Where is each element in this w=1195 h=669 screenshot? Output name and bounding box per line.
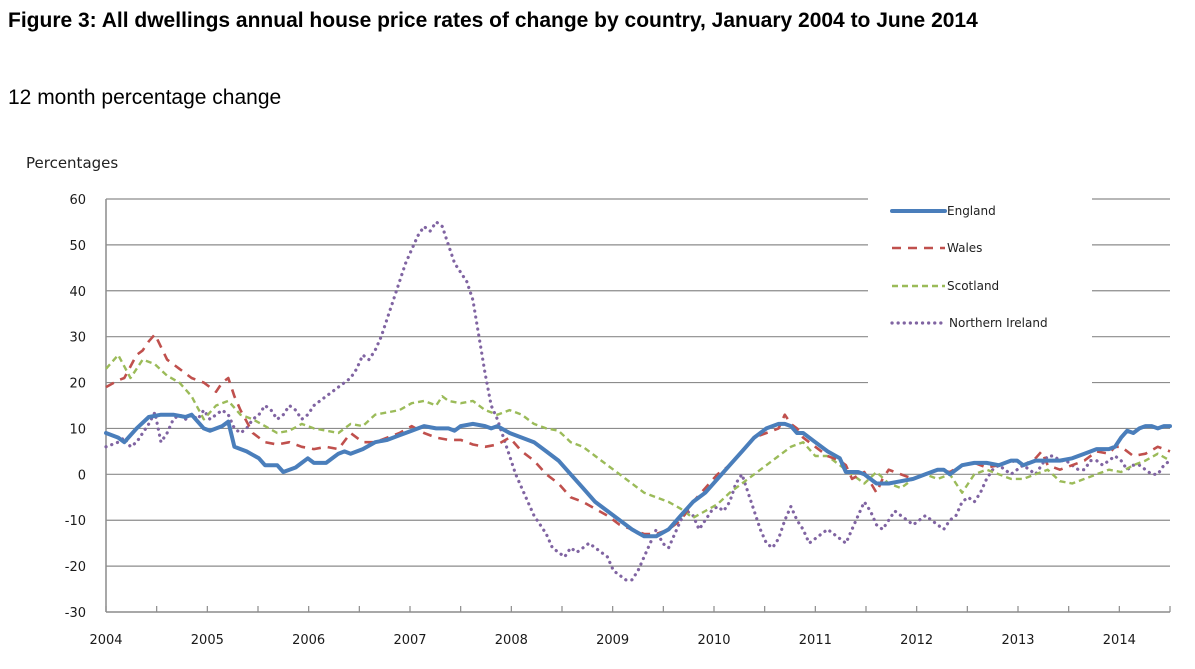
x-axis-ticks: 2004 2005 2006 2007 2008 2009 2010 2011 2012 2013… — [89, 606, 1171, 648]
x-tick-label: 2010 — [697, 633, 730, 648]
y-tick-label: 60 — [69, 193, 86, 208]
series-lines — [104, 220, 1172, 582]
y-tick-label: 30 — [69, 331, 86, 346]
figure-title: Figure 3: All dwellings annual house pri… — [8, 9, 978, 32]
series-line-england — [104, 412, 1172, 539]
y-tick-label: 10 — [69, 422, 86, 437]
y-tick-label: 0 — [78, 468, 86, 483]
legend-label: England — [947, 204, 996, 218]
legend: England Wales Scotland Northern Ireland — [890, 204, 1048, 330]
legend-label: Wales — [947, 241, 982, 255]
series-line-wales — [105, 333, 1171, 536]
x-tick-label: 2004 — [89, 633, 122, 648]
x-tick-label: 2009 — [596, 633, 629, 648]
y-tick-label: 40 — [69, 285, 86, 300]
series-line-scotland — [105, 353, 1171, 520]
x-tick-label: 2014 — [1103, 633, 1136, 648]
legend-label: Scotland — [947, 279, 999, 293]
y-tick-label: -10 — [65, 514, 86, 529]
y-tick-label: 20 — [69, 377, 86, 392]
legend-label: Northern Ireland — [949, 316, 1048, 330]
x-tick-label: 2008 — [495, 633, 528, 648]
series-line-northern-ireland — [104, 220, 1172, 582]
x-tick-label: 2005 — [191, 633, 224, 648]
y-tick-label: -20 — [65, 560, 86, 575]
x-tick-label: 2012 — [900, 633, 933, 648]
gridlines — [105, 198, 1170, 613]
figure-subtitle: 12 month percentage change — [8, 86, 282, 109]
x-tick-label: 2013 — [1001, 633, 1034, 648]
x-tick-label: 2007 — [393, 633, 426, 648]
y-tick-label: 50 — [69, 239, 86, 254]
x-tick-label: 2011 — [799, 633, 832, 648]
x-tick-label: 2006 — [292, 633, 325, 648]
y-axis-ticks: 60 50 40 30 20 10 0 -10 -20 -30 — [65, 193, 86, 621]
y-tick-label: -30 — [65, 606, 86, 621]
y-axis-label: Percentages — [26, 154, 118, 172]
